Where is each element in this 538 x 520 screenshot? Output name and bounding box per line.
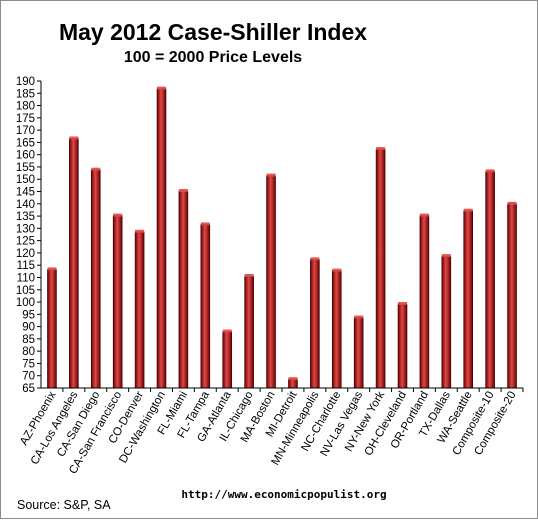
y-tick-label: 80	[22, 346, 35, 358]
website-url: http://www.economicpopulist.org	[181, 488, 386, 501]
y-tick-label: 105	[16, 285, 35, 297]
bar-composite-10	[485, 169, 495, 389]
y-tick-label: 65	[22, 383, 35, 395]
bar-ca-los-angeles	[69, 136, 79, 389]
y-tick-label: 115	[17, 260, 35, 272]
source-note: Source: S&P, SA	[17, 498, 111, 512]
bar-fl-tampa	[200, 222, 211, 389]
bar-fl-miami	[178, 189, 189, 389]
y-tick-label: 140	[16, 199, 35, 211]
bar-oh-cleveland	[397, 302, 408, 389]
y-tick-label: 85	[22, 334, 35, 346]
y-axis: 6570758085909510010511011512012513013514…	[16, 76, 42, 395]
chart-subtitle: 100 = 2000 Price Levels	[124, 49, 302, 66]
bar-ca-san-diego	[90, 167, 101, 389]
bar-co-denver	[134, 229, 145, 389]
y-tick-label: 175	[16, 113, 35, 125]
bar-nc-charlotte	[331, 268, 342, 389]
bar-ma-boston	[266, 173, 276, 389]
y-tick-label: 130	[16, 223, 35, 235]
bar-ca-san-francisco	[112, 213, 123, 389]
bar-tx-dallas	[441, 254, 452, 389]
bar-mn-minneapolis	[310, 257, 320, 389]
bars	[47, 86, 517, 389]
y-tick-label: 190	[16, 76, 35, 88]
bar-wa-seattle	[463, 208, 474, 389]
y-tick-label: 95	[22, 309, 35, 321]
bar-nv-las-vegas	[353, 315, 364, 389]
y-tick-label: 70	[22, 371, 35, 383]
y-tick-label: 185	[16, 88, 35, 100]
y-tick-label: 170	[16, 125, 35, 137]
y-tick-label: 135	[16, 211, 35, 223]
bar-or-portland	[419, 213, 430, 389]
y-tick-label: 150	[16, 174, 35, 186]
bar-dc-washington	[156, 86, 167, 389]
y-tick-label: 110	[17, 272, 35, 284]
y-tick-label: 90	[22, 322, 35, 334]
bar-az-phoenix	[47, 267, 57, 389]
y-tick-label: 180	[16, 101, 35, 113]
bar-ny-new-york	[375, 147, 386, 389]
y-tick-label: 160	[16, 150, 35, 162]
bar-ga-atlanta	[222, 329, 233, 389]
y-tick-label: 145	[16, 187, 35, 199]
y-tick-label: 120	[16, 248, 35, 260]
bar-mi-detroit	[288, 377, 298, 389]
y-tick-label: 125	[16, 236, 35, 248]
y-tick-label: 75	[22, 358, 35, 370]
y-tick-label: 155	[16, 162, 35, 174]
y-tick-label: 100	[16, 297, 35, 309]
chart-title: May 2012 Case-Shiller Index	[59, 19, 367, 45]
bar-composite-20	[507, 201, 517, 389]
y-tick-label: 165	[16, 137, 35, 149]
bar-il-chicago	[244, 274, 254, 389]
